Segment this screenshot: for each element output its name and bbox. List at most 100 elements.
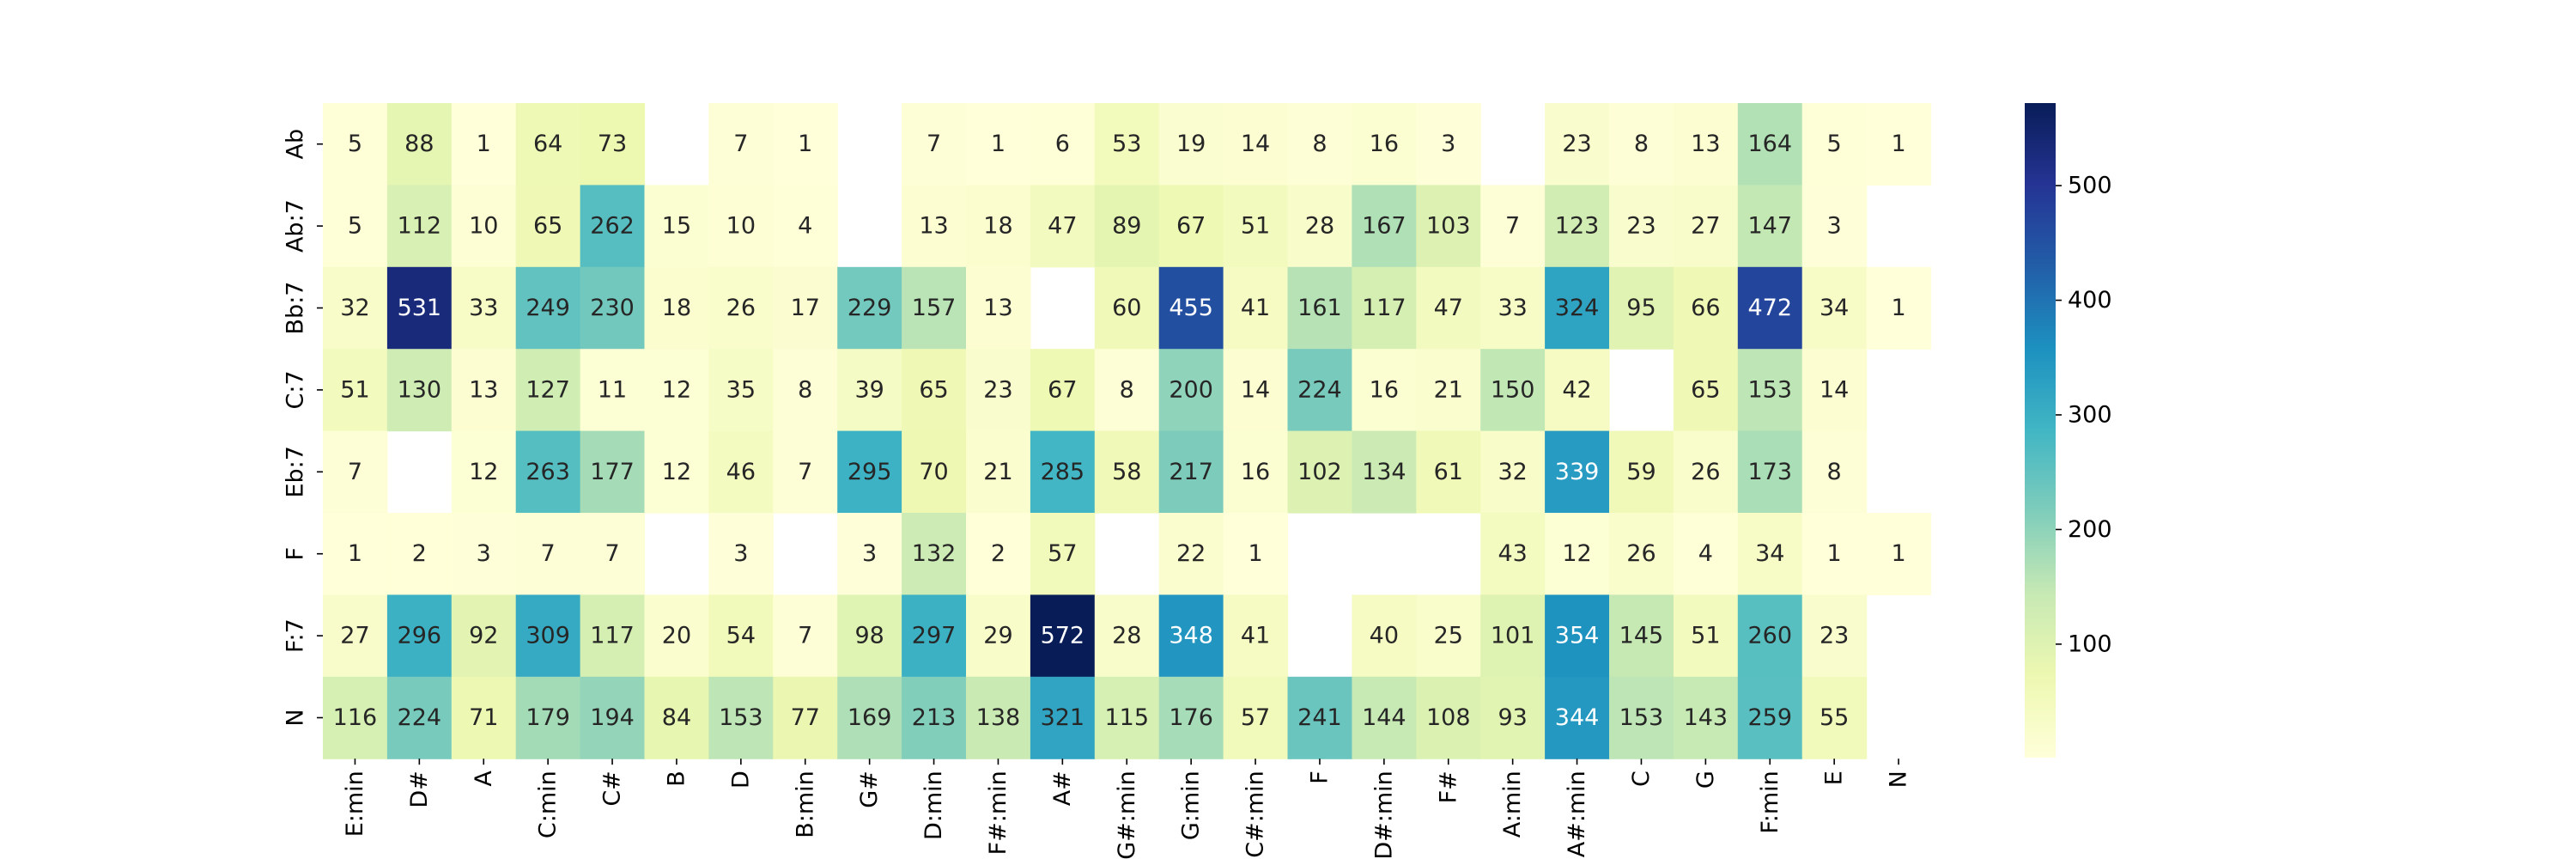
heatmap-cell-label: 2 [991,540,1005,567]
heatmap-cell [1416,676,1481,759]
heatmap-cell-label: 4 [798,213,812,240]
heatmap-cell-label: 3 [733,540,748,567]
heatmap-cell [1545,266,1610,350]
heatmap-cell [1287,185,1352,268]
heatmap-cell [708,594,774,678]
heatmap-cell-label: 8 [798,376,812,403]
heatmap-cell-label: 14 [1241,376,1270,403]
y-tick-label: F [283,547,309,561]
heatmap-cell-label: 27 [340,623,369,649]
heatmap-cell [1416,349,1481,432]
heatmap-cell [1545,513,1610,595]
y-tick-label: C:7 [283,370,309,409]
heatmap-cell-label: 16 [1370,131,1399,157]
x-tick-label: G#:min [1114,771,1140,859]
heatmap-cell [580,103,646,186]
heatmap-cell [966,266,1031,350]
heatmap-cell [451,594,517,678]
heatmap-cell-label: 92 [469,623,498,649]
x-tick-label: E:min [342,771,368,837]
heatmap-cell-label: 103 [1426,213,1471,240]
heatmap-cell [1480,185,1546,268]
heatmap-cell-label: 18 [662,295,691,321]
heatmap-cell [773,349,838,432]
heatmap-cell-label: 1 [1891,131,1905,157]
heatmap-cell [1094,594,1160,678]
heatmap-cell [1287,676,1352,759]
heatmap-cell [708,266,774,350]
heatmap-cell-label: 3 [1827,213,1842,240]
heatmap-cell-label: 123 [1555,213,1600,240]
heatmap-cell [1609,185,1674,268]
heatmap-cell-label: 217 [1169,459,1213,485]
x-tick-label: F#:min [985,771,1012,855]
heatmap-cell [451,513,517,595]
heatmap-cell [1416,103,1481,186]
heatmap-cell-label: 12 [469,459,498,485]
x-tick-label: A# [1049,771,1076,806]
heatmap-cell-label: 1 [1891,540,1905,567]
heatmap-cell [1352,430,1417,514]
heatmap-cell [773,103,838,186]
heatmap-cell-label: 262 [590,213,635,240]
heatmap-cell-label: 297 [912,623,957,649]
heatmap-cell [1352,349,1417,432]
heatmap-cell [1673,266,1739,350]
heatmap-cell [1866,266,1932,350]
heatmap-cell-label: 7 [798,459,812,485]
y-tick-label: N [283,709,309,726]
heatmap-cell-label: 73 [598,131,627,157]
heatmap-cell-label: 344 [1555,704,1600,731]
heatmap-cell [1609,266,1674,350]
heatmap-cell [1609,513,1674,595]
heatmap-cell [837,513,902,595]
heatmap-cell [837,430,902,514]
heatmap-cell [644,594,709,678]
heatmap-cell-label: 61 [1434,459,1463,485]
heatmap-cell [1737,676,1803,759]
heatmap-cell [323,185,388,268]
heatmap-cells: 5 88 1 64 73 7 1 7 1 6 53 19 14 8 16 3 23 8 13 164 5 15 112 10 6… [323,103,1932,759]
heatmap-cell [515,103,581,186]
heatmap-cell [1158,513,1224,595]
x-tick-label: C# [599,771,626,806]
colorbar-tick-label: 300 [2068,401,2112,428]
heatmap-cell [1673,185,1739,268]
heatmap-cell-label: 241 [1297,704,1342,731]
heatmap-cell [1030,185,1096,268]
heatmap-cell [1352,266,1417,350]
heatmap-cell-label: 7 [605,540,619,567]
heatmap-cell [902,430,967,514]
heatmap-cell [644,266,709,350]
heatmap-cell [1223,513,1289,595]
heatmap-cell [1545,185,1610,268]
y-tick-label: F:7 [283,618,309,653]
heatmap-cell [1866,103,1932,186]
heatmap-cell [837,676,902,759]
heatmap-cell [1223,266,1289,350]
heatmap-cell-label: 2 [412,540,427,567]
heatmap-cell-label: 47 [1048,213,1077,240]
x-tick-label: B:min [792,771,818,838]
heatmap-cell-label: 66 [1691,295,1720,321]
heatmap-cell-label: 65 [1691,376,1720,403]
y-tick-label: Ab:7 [283,199,309,253]
heatmap-cell [323,676,388,759]
heatmap-cell-label: 12 [1562,540,1591,567]
y-tick-label: Bb:7 [283,282,309,335]
x-tick-label: B [663,771,690,787]
heatmap-cell-label: 179 [526,704,570,731]
heatmap-cell [773,185,838,268]
x-tick-label: C#:min [1242,771,1269,858]
heatmap-cell [644,676,709,759]
heatmap-cell [1416,594,1481,678]
x-tick-label: C:min [535,771,562,838]
heatmap-cell [708,103,774,186]
heatmap-cell-label: 60 [1112,295,1141,321]
heatmap-cell [323,513,388,595]
heatmap-cell-label: 58 [1112,459,1141,485]
heatmap-cell [1737,266,1803,350]
heatmap-cell-label: 177 [590,459,635,485]
heatmap-cell [1480,430,1546,514]
heatmap-cell [773,594,838,678]
